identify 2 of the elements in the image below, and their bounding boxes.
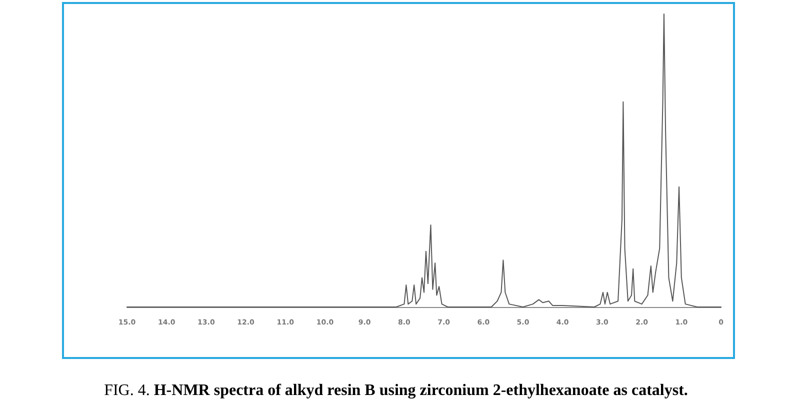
caption: FIG. 4. [104, 382, 150, 399]
text: H-NMR spectra of alkyd resin B using zirconium 2-ethylhexanoate as catalyst. [152, 382, 688, 399]
